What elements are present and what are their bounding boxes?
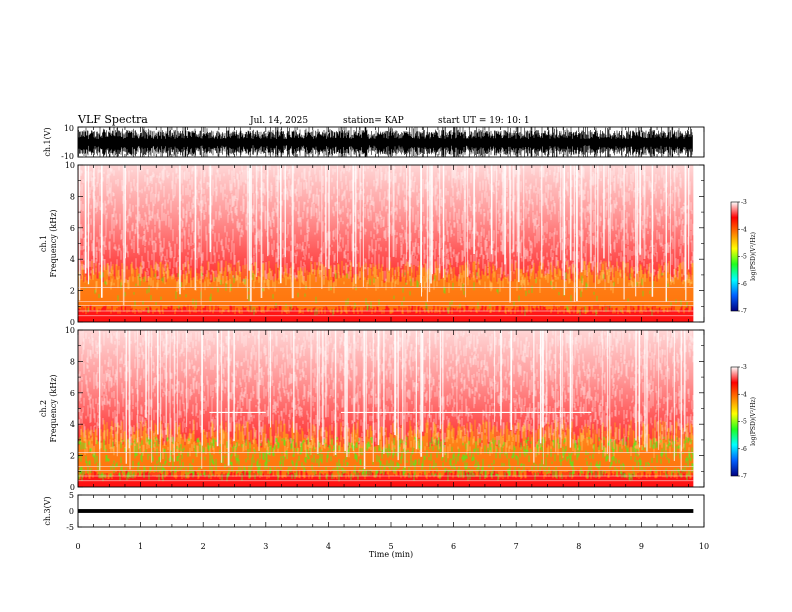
y-tick-label: 2 bbox=[70, 452, 75, 461]
y-tick-label: -10 bbox=[61, 152, 74, 161]
x-tick-label: 10 bbox=[699, 542, 709, 551]
colorbar-scale bbox=[730, 366, 739, 477]
y-tick-label: 6 bbox=[70, 224, 75, 233]
y-tick-label: 5 bbox=[69, 491, 74, 500]
colorbar-scale bbox=[730, 201, 739, 312]
figure-title: VLF Spectra bbox=[77, 113, 148, 126]
ch1-waveform-panel: 10 -10 ch.1(V) bbox=[43, 124, 705, 161]
y-tick-label: 10 bbox=[65, 326, 75, 335]
x-tick-label: 7 bbox=[514, 542, 519, 551]
ch1-colorbar: -3 -4 -5 -6 -7 log(PSD)(V²/Hz) bbox=[730, 199, 757, 315]
colorbar-tick-label: -5 bbox=[741, 254, 747, 261]
x-tick-label: 8 bbox=[576, 542, 581, 551]
date-label: Jul. 14, 2025 bbox=[249, 116, 308, 126]
x-axis: 0 1 2 3 4 5 6 7 8 9 10 Time (min) bbox=[75, 542, 709, 559]
colorbar-label: log(PSD)(V²/Hz) bbox=[750, 232, 757, 281]
colorbar-tick-label: -4 bbox=[741, 226, 747, 233]
colorbar-tick-label: -3 bbox=[741, 364, 747, 371]
ch2-colorbar: -3 -4 -5 -6 -7 log(PSD)(V²/Hz) bbox=[730, 364, 757, 480]
y-tick-label: 0 bbox=[70, 483, 75, 492]
x-axis-label: Time (min) bbox=[369, 550, 413, 559]
colorbar-tick-label: -6 bbox=[741, 281, 747, 288]
ch2-spectrogram-panel: 0 2 4 6 8 10 ch.2Frequency (kHz) bbox=[39, 326, 705, 492]
y-tick-label: 8 bbox=[70, 357, 75, 366]
start-time-label: start UT = 19: 10: 1 bbox=[438, 116, 530, 126]
colorbar-tick-label: -5 bbox=[741, 419, 747, 426]
colorbar-tick-label: -6 bbox=[741, 446, 747, 453]
y-tick-label: 4 bbox=[70, 255, 75, 264]
x-tick-label: 1 bbox=[138, 542, 143, 551]
ch1-spectrogram-panel: 0 2 4 6 8 10 ch.1Frequency (kHz) bbox=[39, 161, 705, 327]
y-tick-label: 4 bbox=[70, 420, 75, 429]
y-tick-label: 10 bbox=[65, 161, 75, 170]
y-tick-label: 2 bbox=[70, 287, 75, 296]
y-axis-label: ch.1(V) bbox=[43, 127, 52, 156]
colorbar-tick-label: -3 bbox=[741, 199, 747, 206]
y-axis-label: ch.1Frequency (kHz) bbox=[39, 209, 58, 277]
ch3-waveform-panel: 5 0 -5 ch.3(V) bbox=[43, 491, 705, 532]
colorbar-label: log(PSD)(V²/Hz) bbox=[750, 397, 757, 446]
x-tick-label: 4 bbox=[326, 542, 331, 551]
y-tick-label: 0 bbox=[70, 318, 75, 327]
x-tick-label: 6 bbox=[451, 542, 456, 551]
x-tick-label: 9 bbox=[639, 542, 644, 551]
station-label: station= KAP bbox=[343, 116, 404, 126]
x-tick-label: 2 bbox=[201, 542, 206, 551]
y-tick-label: -5 bbox=[66, 523, 74, 532]
ch3-waveform-trace bbox=[78, 509, 694, 513]
colorbar-tick-label: -4 bbox=[741, 391, 747, 398]
x-tick-label: 0 bbox=[75, 542, 80, 551]
x-tick-label: 3 bbox=[263, 542, 268, 551]
y-tick-label: 0 bbox=[69, 507, 74, 516]
colorbar-tick-label: -7 bbox=[741, 308, 747, 315]
x-tick-label: 5 bbox=[388, 542, 393, 551]
ch1-waveform-trace bbox=[77, 127, 693, 157]
y-tick-label: 8 bbox=[70, 192, 75, 201]
y-axis-label: ch.3(V) bbox=[43, 496, 52, 525]
y-axis-label: ch.2Frequency (kHz) bbox=[39, 374, 58, 442]
y-tick-label: 10 bbox=[64, 124, 74, 133]
colorbar-tick-label: -7 bbox=[741, 473, 747, 480]
y-tick-label: 6 bbox=[70, 389, 75, 398]
